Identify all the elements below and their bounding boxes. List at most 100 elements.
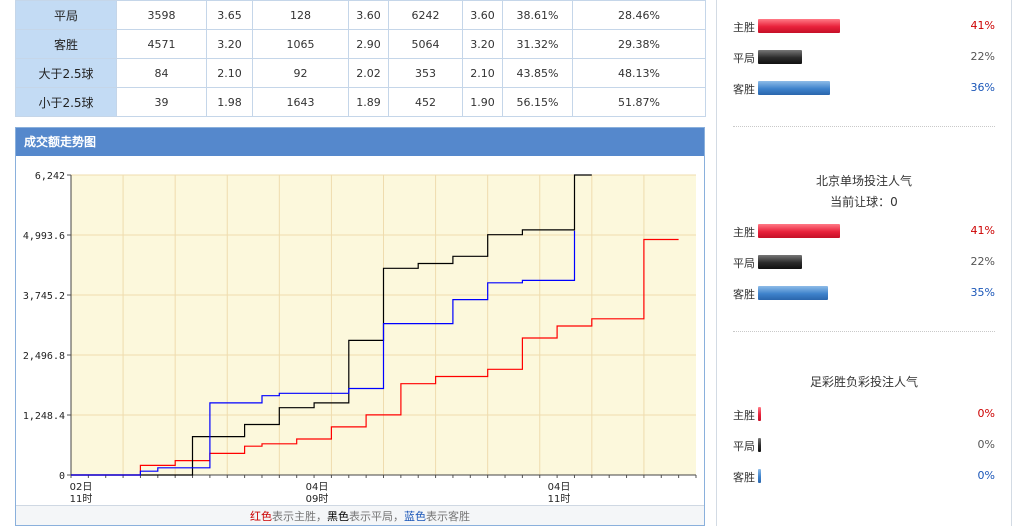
popularity-percent: 22%: [970, 255, 995, 268]
popularity-label: 平局: [733, 52, 755, 65]
popularity-label: 平局: [733, 440, 755, 453]
table-cell: 48.13%: [572, 58, 706, 88]
table-cell: 1.98: [206, 87, 253, 117]
table-cell: 2.10: [206, 58, 253, 88]
popularity-percent: 41%: [970, 224, 995, 237]
table-cell: 1.89: [348, 87, 389, 117]
popularity-label: 主胜: [733, 409, 755, 422]
beijing-handicap-subtitle: 当前让球：0: [830, 195, 898, 209]
y-tick-label: 1,248.4: [23, 411, 65, 422]
legend-red-text: 表示主胜: [272, 510, 316, 523]
table-cell: 28.46%: [572, 0, 706, 30]
table-cell: 3.20: [462, 29, 503, 59]
table-cell: 2.02: [348, 58, 389, 88]
series-line-draw: [71, 174, 592, 476]
series-line-away-win: [71, 230, 576, 476]
legend-black-word: 黑色: [327, 510, 349, 523]
popularity-bar: [758, 19, 840, 33]
popularity-label: 客胜: [733, 471, 755, 484]
football-lottery-popularity-row: 平局 0%: [733, 435, 995, 455]
table-row: 平局 3598 3.65 128 3.60 6242 3.60 38.61% 28.46%: [15, 0, 706, 30]
popularity-label: 主胜: [733, 226, 755, 239]
table-cell: 452: [388, 87, 463, 117]
table-cell: 2.90: [348, 29, 389, 59]
x-tick-label-date: 02日: [70, 482, 93, 493]
popularity-bar: [758, 50, 802, 64]
table-cell: 56.15%: [502, 87, 573, 117]
legend-black-text: 表示平局: [349, 510, 393, 523]
popularity-bar: [758, 81, 830, 95]
table-cell: 2.10: [462, 58, 503, 88]
table-cell: 39: [116, 87, 207, 117]
table-cell: 3.65: [206, 0, 253, 30]
table-cell: 1065: [252, 29, 349, 59]
football-lottery-popularity-row: 客胜 0%: [733, 466, 995, 486]
popularity-percent: 35%: [970, 286, 995, 299]
popularity-label: 主胜: [733, 21, 755, 34]
legend-blue-text: 表示客胜: [426, 510, 470, 523]
section-divider: [733, 331, 995, 332]
x-tick-label-date: 04日: [548, 482, 571, 493]
popularity-percent: 0%: [977, 469, 995, 482]
table-row: 大于2.5球 84 2.10 92 2.02 353 2.10 43.85% 48.13%: [15, 58, 706, 88]
x-tick-label-time: 11时: [548, 493, 571, 505]
table-cell: 43.85%: [502, 58, 573, 88]
row-label: 大于2.5球: [15, 58, 117, 88]
x-tick-label-date: 04日: [306, 482, 329, 493]
popularity-percent: 0%: [977, 438, 995, 451]
popularity-label: 客胜: [733, 83, 755, 96]
table-cell: 84: [116, 58, 207, 88]
table-cell: 5064: [388, 29, 463, 59]
table-cell: 1.90: [462, 87, 503, 117]
y-tick-label: 2,496.8: [23, 351, 65, 362]
table-cell: 4571: [116, 29, 207, 59]
popularity-percent: 41%: [970, 19, 995, 32]
x-tick-label-time: 11时: [70, 493, 93, 505]
popularity-percent: 36%: [970, 81, 995, 94]
turnover-line-chart: 01,248.42,496.83,745.24,993.66,24202日11时…: [23, 171, 697, 505]
beijing-popularity-row: 主胜 41%: [733, 221, 995, 241]
table-cell: 3598: [116, 0, 207, 30]
odds-table: 平局 3598 3.65 128 3.60 6242 3.60 38.61% 28.46% 客胜 4…: [15, 0, 706, 117]
top-popularity-row: 客胜 36%: [733, 78, 995, 98]
popularity-percent: 0%: [977, 407, 995, 420]
legend-red-word: 红色: [250, 510, 272, 523]
table-cell: 31.32%: [502, 29, 573, 59]
table-cell: 38.61%: [502, 0, 573, 30]
table-cell: 51.87%: [572, 87, 706, 117]
popularity-bar: [758, 469, 761, 483]
beijing-popularity-title: 北京单场投注人气: [815, 174, 912, 188]
popularity-label: 平局: [733, 257, 755, 270]
table-row: 客胜 4571 3.20 1065 2.90 5064 3.20 31.32% 29.38%: [15, 29, 706, 59]
table-row: 小于2.5球 39 1.98 1643 1.89 452 1.90 56.15% 51.87%: [15, 87, 706, 117]
y-tick-label: 3,745.2: [23, 291, 65, 302]
table-cell: 6242: [388, 0, 463, 30]
y-tick-label: 6,242: [35, 171, 65, 182]
table-cell: 3.60: [348, 0, 389, 30]
popularity-bar: [758, 286, 828, 300]
sidebar-left-border: [716, 0, 717, 526]
chart-title: 成交额走势图: [16, 128, 704, 156]
row-label: 客胜: [15, 29, 117, 59]
x-tick-label-time: 09时: [306, 493, 329, 505]
table-cell: 92: [252, 58, 349, 88]
turnover-chart-panel: 成交额走势图 0 1,248.4 2,496.8 3,745.2 4,993.6 6,24…: [15, 127, 705, 526]
popularity-bar: [758, 255, 802, 269]
sidebar-right-border: [1011, 0, 1012, 526]
top-popularity-row: 平局 22%: [733, 47, 995, 67]
table-cell: 353: [388, 58, 463, 88]
table-cell: 3.20: [206, 29, 253, 59]
y-tick-label: 4,993.6: [23, 231, 65, 242]
football-lottery-popularity-row: 主胜 0%: [733, 404, 995, 424]
popularity-bar: [758, 438, 761, 452]
popularity-percent: 22%: [970, 50, 995, 63]
row-label: 平局: [15, 0, 117, 30]
beijing-popularity-row: 平局 22%: [733, 252, 995, 272]
popularity-label: 客胜: [733, 288, 755, 301]
row-label: 小于2.5球: [15, 87, 117, 117]
popularity-bar: [758, 407, 761, 421]
table-cell: 1643: [252, 87, 349, 117]
section-divider: [733, 126, 995, 127]
legend-blue-word: 蓝色: [404, 510, 426, 523]
